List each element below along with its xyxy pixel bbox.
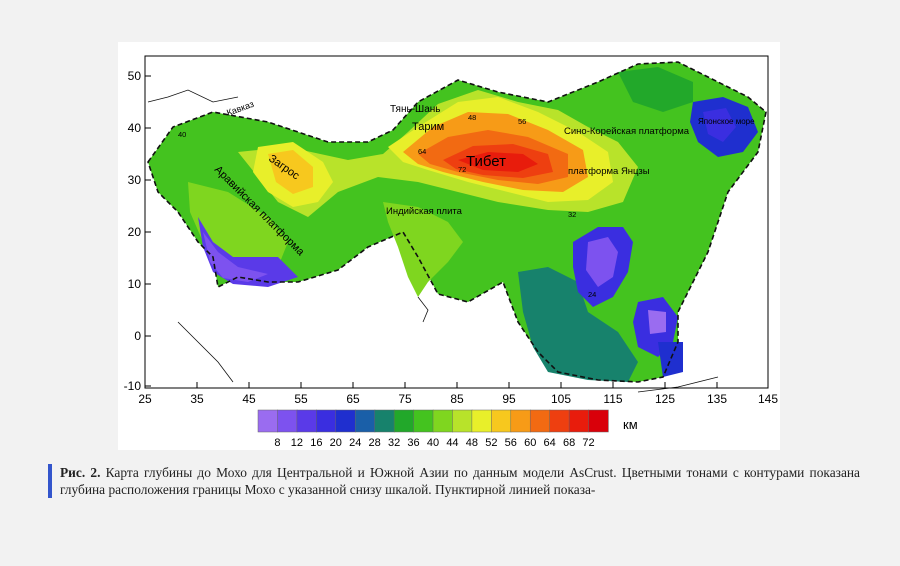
label-tarim: Тарим [412, 121, 444, 133]
colorbar-cell [510, 409, 531, 433]
colorbar-tick-label: 44 [446, 437, 458, 449]
label-yangtze: платформа Янцзы [568, 166, 650, 177]
caption-label: Рис. 2. [60, 465, 101, 480]
colorbar-cell [432, 409, 454, 433]
colorbar-cell [316, 409, 337, 433]
y-tick-label: 30 [128, 173, 142, 187]
colorbar-tick-label: 20 [330, 437, 342, 449]
x-tick-label: 105 [551, 392, 571, 406]
colorbar-cell [471, 409, 492, 433]
colorbar-tick-label: 56 [505, 437, 517, 449]
x-tick-label: 95 [502, 392, 516, 406]
colorbar-tick-label: 72 [582, 437, 594, 449]
label-japan-sea: Японское море [698, 117, 755, 126]
figure: 50 40 30 20 10 0 -10 25 35 45 55 65 75 8… [118, 42, 780, 450]
y-tick-label: 10 [128, 277, 142, 291]
colorbar-cell [374, 409, 395, 433]
colorbar-tick-label: 40 [427, 437, 439, 449]
label-tibet: Тибет [466, 153, 506, 170]
x-tick-label: 55 [294, 392, 308, 406]
x-tick-label: 35 [190, 392, 204, 406]
colorbar-tick-label: 16 [310, 437, 322, 449]
colorbar-cell [588, 409, 609, 433]
y-tick-label: 20 [128, 225, 142, 239]
region-boundary [147, 61, 767, 383]
y-axis: 50 40 30 20 10 0 -10 [124, 69, 151, 393]
colorbar-tick-label: 52 [485, 437, 497, 449]
colorbar-tick-label: 24 [349, 437, 361, 449]
label-sino-korean: Сино-Корейская платформа [564, 126, 690, 137]
contour-label: 40 [178, 130, 186, 139]
colorbar-tick-label: 68 [563, 437, 575, 449]
moho-depth-map: 50 40 30 20 10 0 -10 25 35 45 55 65 75 8… [124, 55, 778, 449]
colorbar-tick-label: 36 [407, 437, 419, 449]
colorbar-tick-label: 32 [388, 437, 400, 449]
x-tick-label: 145 [758, 392, 778, 406]
x-tick-label: 125 [655, 392, 675, 406]
colorbar-tick-label: 64 [544, 437, 556, 449]
x-tick-label: 135 [707, 392, 727, 406]
contour-label: 48 [468, 113, 476, 122]
y-tick-label: 40 [128, 121, 142, 135]
colorbar-unit: км [623, 417, 638, 432]
colorbar-cell [393, 409, 415, 433]
contour-label: 24 [588, 290, 596, 299]
caption-text: Карта глубины до Мохо для Центральной и … [60, 465, 860, 497]
contour-labels: 40 48 56 64 72 32 24 [178, 113, 596, 299]
colorbar-cell [529, 409, 551, 433]
y-tick-label: 0 [134, 329, 141, 343]
colorbar-cell [296, 409, 317, 433]
x-tick-label: 115 [603, 392, 622, 406]
colorbar-tick-label: 8 [274, 437, 280, 449]
colorbar: 8 12 16 20 24 28 32 36 40 44 48 52 56 60 64 68 72 км [257, 409, 638, 449]
figure-caption: Рис. 2. Карта глубины до Мохо для Центра… [60, 464, 860, 498]
colorbar-cell [335, 409, 356, 433]
colorbar-tick-label: 60 [524, 437, 536, 449]
x-tick-label: 25 [138, 392, 152, 406]
y-tick-label: 50 [128, 69, 142, 83]
contour-label: 64 [418, 147, 426, 156]
colorbar-cell [568, 409, 590, 433]
label-tien-shan: Тянь-Шань [390, 104, 440, 115]
depth-fill [148, 62, 766, 382]
colorbar-cell [491, 409, 512, 433]
colorbar-cell [452, 409, 473, 433]
coastlines [147, 89, 719, 393]
colorbar-cell [277, 409, 298, 433]
label-indian: Индийская плита [386, 206, 463, 217]
x-tick-label: 75 [398, 392, 412, 406]
colorbar-cell [257, 409, 279, 433]
contour-label: 72 [458, 165, 466, 174]
colorbar-tick-label: 28 [369, 437, 381, 449]
colorbar-tick-label: 48 [466, 437, 478, 449]
contour-label: 56 [518, 117, 526, 126]
colorbar-tick-label: 12 [291, 437, 303, 449]
colorbar-cell [354, 409, 376, 433]
x-tick-label: 85 [450, 392, 464, 406]
x-tick-label: 45 [242, 392, 256, 406]
contour-label: 32 [568, 210, 576, 219]
colorbar-cell [413, 409, 434, 433]
y-tick-label: -10 [124, 379, 142, 393]
caption-accent-bar [48, 464, 52, 498]
x-axis: 25 35 45 55 65 75 85 95 105 115 125 135 … [138, 382, 778, 406]
colorbar-cell [549, 409, 570, 433]
x-tick-label: 65 [346, 392, 360, 406]
